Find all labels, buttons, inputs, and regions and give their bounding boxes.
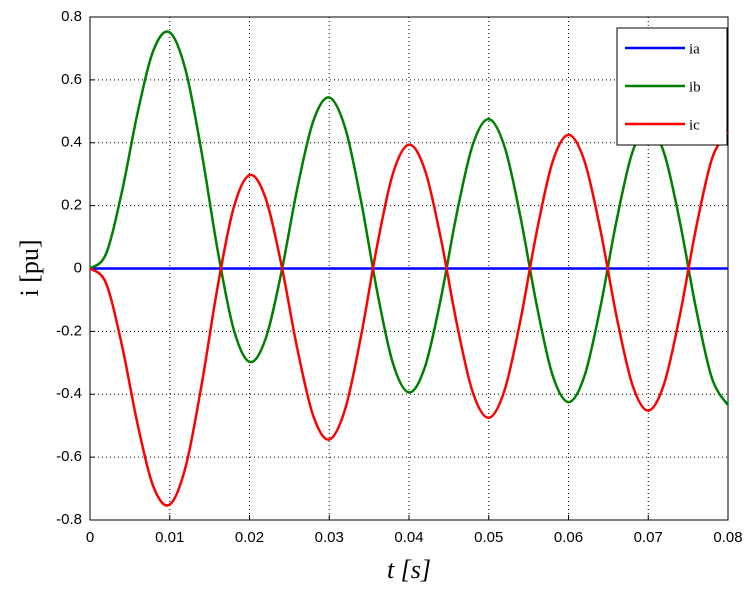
y-tick-label: -0.4: [56, 385, 82, 402]
x-tick-label: 0: [86, 529, 94, 546]
legend-label: ic: [689, 117, 700, 133]
x-tick-label: 0.05: [474, 529, 503, 546]
x-tick-label: 0.08: [713, 529, 742, 546]
y-axis-label: i [pu]: [15, 239, 44, 296]
series-line: [89, 131, 730, 507]
x-tick-label: 0.02: [235, 529, 264, 546]
y-tick-label: 0.2: [61, 197, 82, 214]
y-tick-label: -0.6: [56, 448, 82, 465]
legend-label: ib: [689, 79, 701, 95]
x-tick-label: 0.04: [394, 529, 423, 546]
y-tick-label: 0.6: [61, 71, 82, 88]
y-tick-label: 0.4: [61, 134, 82, 151]
legend-label: ia: [689, 41, 700, 57]
x-tick-label: 0.06: [554, 529, 583, 546]
y-tick-label: 0.8: [61, 8, 82, 25]
x-tick-label: 0.03: [315, 529, 344, 546]
y-tick-label: -0.8: [56, 511, 82, 528]
x-tick-label: 0.01: [155, 529, 184, 546]
y-tick-label: -0.2: [56, 322, 82, 339]
x-axis-label: t [s]: [387, 555, 431, 584]
x-tick-label: 0.07: [634, 529, 663, 546]
series-line: [89, 30, 730, 406]
legend: ia ib ic: [616, 27, 728, 146]
y-tick-label: 0: [74, 259, 82, 276]
